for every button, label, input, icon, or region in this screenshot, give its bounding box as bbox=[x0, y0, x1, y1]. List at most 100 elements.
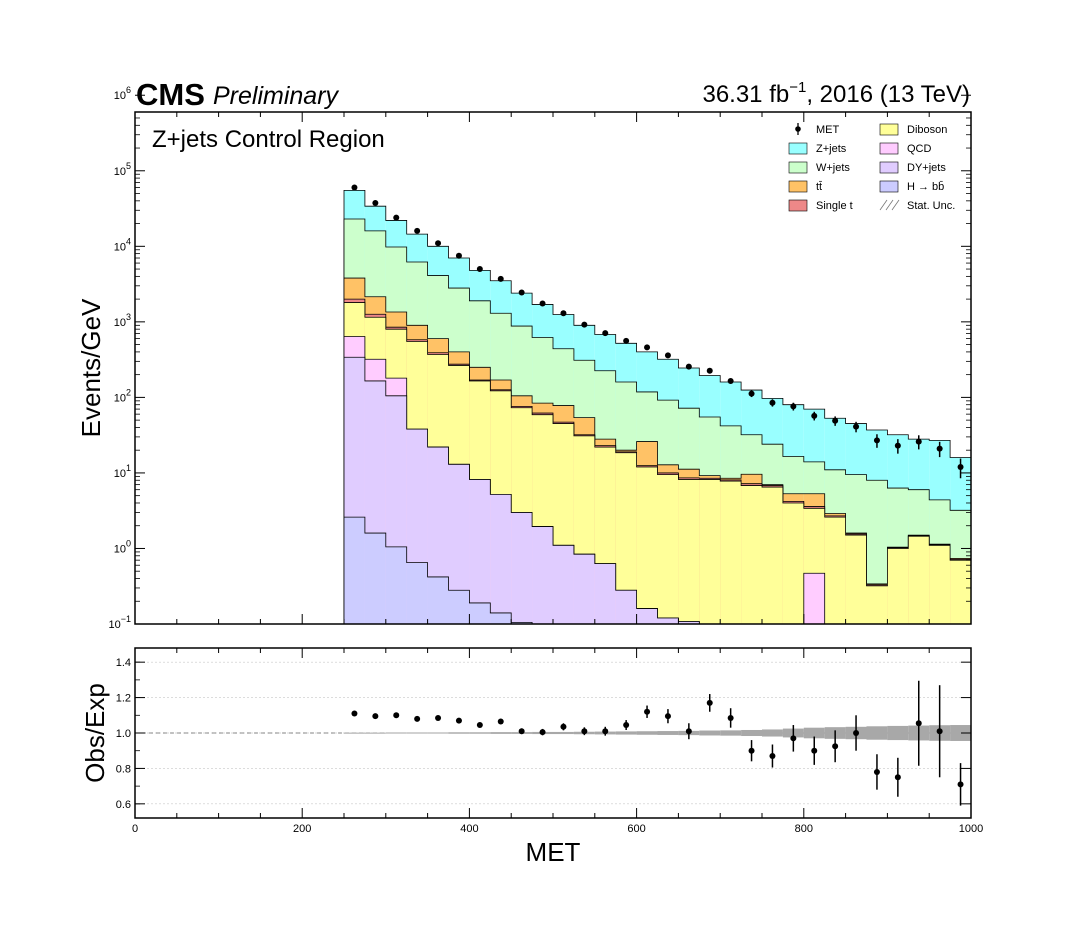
ratio-point bbox=[602, 728, 609, 735]
ratio-point bbox=[957, 781, 964, 788]
data-point bbox=[351, 184, 358, 191]
legend-label: Z+jets bbox=[816, 143, 847, 155]
legend-label: Stat. Unc. bbox=[907, 200, 955, 212]
legend-swatch bbox=[879, 180, 899, 193]
y-tick-label: 100 bbox=[114, 538, 131, 555]
data-point bbox=[748, 390, 755, 397]
legend-label: DY+jets bbox=[907, 162, 946, 174]
ratio-point bbox=[769, 753, 776, 760]
legend-swatch bbox=[788, 199, 808, 212]
data-points bbox=[351, 184, 964, 479]
data-point bbox=[811, 412, 818, 419]
x-tick-label: 200 bbox=[293, 823, 311, 835]
stat-unc-bin bbox=[427, 732, 449, 734]
stack-bar bbox=[950, 560, 971, 624]
data-point bbox=[644, 344, 651, 351]
stat-unc-bin bbox=[699, 730, 721, 736]
stat-unc-bin bbox=[553, 731, 574, 735]
legend-entry: QCD bbox=[879, 142, 932, 155]
legend-swatch bbox=[879, 142, 899, 155]
legend-swatch bbox=[788, 161, 808, 174]
legend-swatch bbox=[879, 123, 899, 136]
legend-data-marker bbox=[795, 126, 801, 132]
main-y-axis: 10−1 100 101 102 103 104 105 106 bbox=[108, 85, 971, 631]
legend-hatch bbox=[891, 199, 900, 211]
x-tick-label: 600 bbox=[627, 823, 645, 835]
ratio-point bbox=[539, 729, 546, 736]
legend-entry: MET bbox=[795, 123, 840, 136]
ratio-points bbox=[351, 680, 964, 806]
legend-entry: Diboson bbox=[879, 123, 947, 136]
stack-outline bbox=[343, 302, 972, 624]
ratio-point bbox=[393, 712, 400, 719]
data-point bbox=[497, 275, 504, 282]
ratio-axes: 0.6 0.8 1.0 1.2 1.4 0 200 400 600 800 1000 bbox=[116, 648, 983, 835]
ratio-point bbox=[706, 699, 713, 706]
stat-unc-bin bbox=[866, 726, 888, 740]
y-tick-label: 106 bbox=[114, 85, 131, 102]
legend-entry: Single t bbox=[788, 199, 853, 212]
data-point bbox=[832, 417, 839, 424]
stack-bar bbox=[553, 545, 574, 624]
stack-bar bbox=[469, 479, 491, 624]
main-histogram-panel: 10−1 100 101 102 103 104 105 106 Z+jets Control… bbox=[76, 85, 972, 631]
stack-bar bbox=[406, 562, 428, 624]
stack-bar bbox=[657, 618, 679, 624]
ratio-point bbox=[623, 722, 630, 729]
data-point bbox=[706, 367, 713, 374]
legend-label: W+jets bbox=[816, 162, 850, 174]
stat-unc-bin bbox=[385, 732, 407, 734]
stack-bar bbox=[385, 546, 407, 624]
legend: MET Z+jets W+jets tt̄ Single t Diboson QCD DY+j… bbox=[788, 123, 955, 212]
stack-bar bbox=[448, 590, 470, 624]
status-label: Preliminary bbox=[213, 82, 340, 110]
x-axis-title: MET bbox=[526, 837, 581, 867]
stack-bar bbox=[782, 502, 804, 624]
stack-bar bbox=[511, 512, 533, 624]
data-point bbox=[790, 403, 797, 410]
stack-bar bbox=[908, 536, 930, 624]
stack-bar bbox=[594, 563, 616, 624]
legend-label: MET bbox=[816, 124, 840, 136]
data-point bbox=[372, 199, 379, 206]
stack-bar bbox=[824, 517, 846, 624]
data-point bbox=[894, 442, 901, 449]
stack-h-bb- bbox=[343, 516, 971, 625]
ratio-y-axis-title: Obs/Exp bbox=[80, 683, 110, 783]
y-tick-label: 103 bbox=[114, 312, 131, 329]
y-tick-label: 101 bbox=[114, 463, 131, 480]
stack-bar bbox=[448, 464, 470, 624]
ratio-point bbox=[685, 728, 692, 735]
stack-bar bbox=[636, 608, 658, 624]
legend-entry: tt̄ bbox=[788, 180, 822, 193]
stat-unc-bin bbox=[887, 725, 909, 741]
stat-unc-bin bbox=[364, 732, 386, 734]
ratio-point bbox=[581, 728, 588, 735]
stack-bar bbox=[699, 479, 721, 624]
legend-entry: H → bb̄ bbox=[879, 180, 944, 193]
stack-bar bbox=[845, 535, 867, 624]
data-point bbox=[957, 463, 964, 470]
legend-swatch bbox=[788, 180, 808, 193]
stack-bar bbox=[511, 622, 533, 624]
data-point bbox=[414, 227, 421, 234]
stack-bar bbox=[678, 621, 700, 624]
stat-unc-bin bbox=[741, 729, 762, 737]
ratio-point bbox=[832, 743, 839, 750]
ratio-point bbox=[936, 728, 943, 735]
stack-bar bbox=[803, 573, 825, 624]
stack-bar bbox=[741, 485, 762, 624]
stack-bar bbox=[427, 576, 449, 624]
data-point bbox=[915, 438, 922, 445]
ratio-point bbox=[351, 710, 358, 717]
data-point bbox=[455, 252, 462, 259]
ratio-point bbox=[497, 718, 504, 725]
legend-swatch bbox=[788, 142, 808, 155]
legend-label: Single t bbox=[816, 200, 853, 212]
luminosity-label: 36.31 fb−1, 2016 (13 TeV) bbox=[702, 79, 970, 108]
stack-bar bbox=[929, 545, 951, 624]
data-point bbox=[873, 437, 880, 444]
legend-hatch bbox=[879, 199, 888, 211]
legend-label: H → bb̄ bbox=[907, 180, 944, 193]
